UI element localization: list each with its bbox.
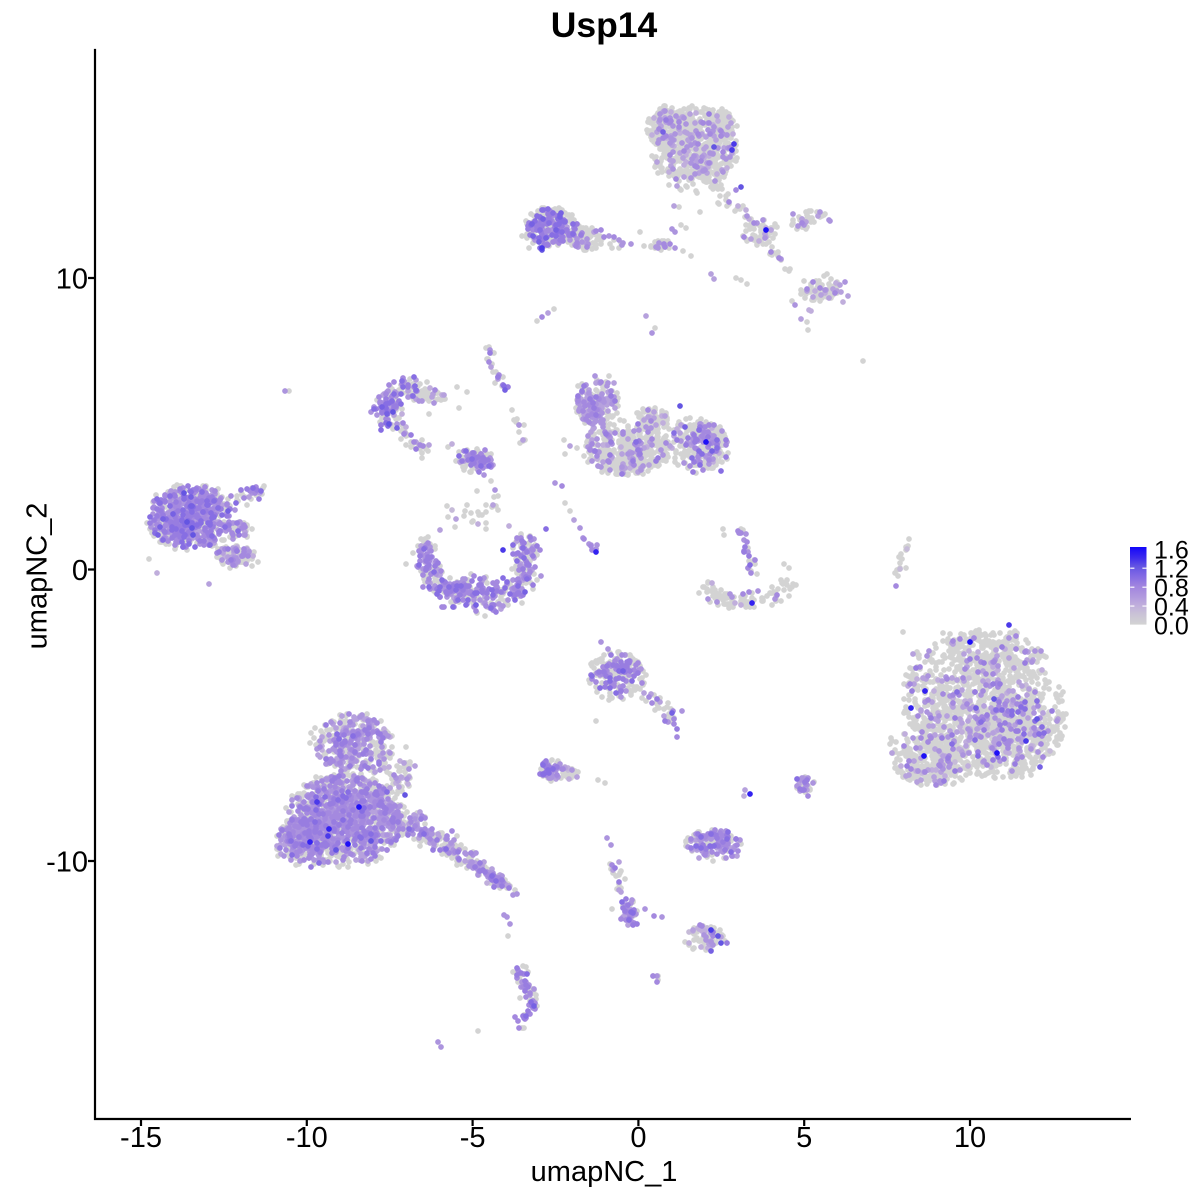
svg-text:-10: -10 bbox=[286, 1122, 328, 1154]
svg-text:1.6: 1.6 bbox=[1154, 537, 1189, 565]
svg-text:-5: -5 bbox=[460, 1122, 486, 1154]
svg-text:Usp14: Usp14 bbox=[551, 5, 658, 45]
svg-text:10: 10 bbox=[56, 264, 88, 296]
svg-text:0: 0 bbox=[72, 555, 88, 587]
svg-text:1.2: 1.2 bbox=[1154, 556, 1189, 584]
svg-text:umapNC_2: umapNC_2 bbox=[22, 503, 54, 650]
svg-text:-10: -10 bbox=[46, 847, 88, 879]
svg-text:10: 10 bbox=[954, 1122, 986, 1154]
svg-text:0.8: 0.8 bbox=[1154, 575, 1189, 603]
svg-text:0: 0 bbox=[630, 1122, 646, 1154]
svg-text:-15: -15 bbox=[120, 1122, 162, 1154]
svg-text:0.0: 0.0 bbox=[1154, 612, 1189, 640]
svg-text:5: 5 bbox=[796, 1122, 812, 1154]
svg-text:0.4: 0.4 bbox=[1154, 593, 1189, 621]
svg-text:umapNC_1: umapNC_1 bbox=[531, 1156, 678, 1188]
